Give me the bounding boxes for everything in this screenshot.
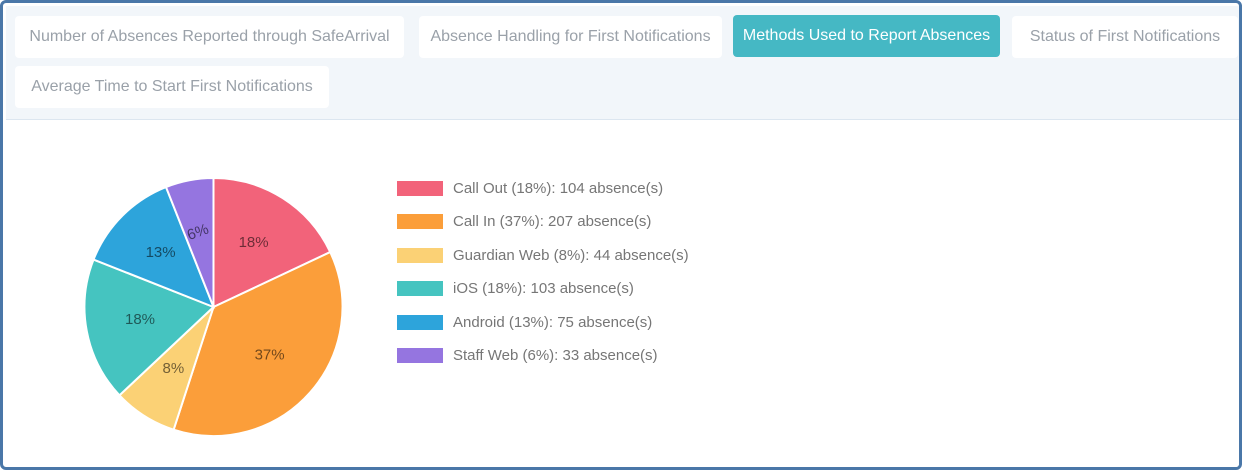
svg-text:13%: 13% xyxy=(146,244,176,261)
svg-text:37%: 37% xyxy=(255,347,285,364)
svg-text:18%: 18% xyxy=(125,311,155,328)
svg-text:18%: 18% xyxy=(239,234,269,251)
svg-text:8%: 8% xyxy=(163,360,185,377)
